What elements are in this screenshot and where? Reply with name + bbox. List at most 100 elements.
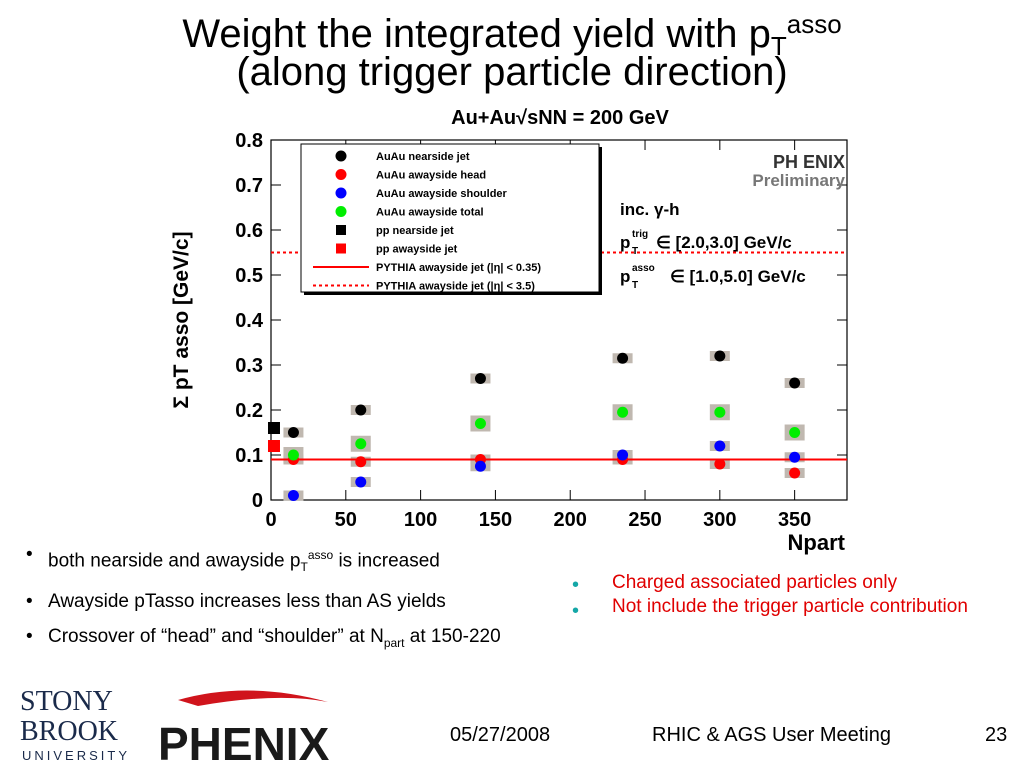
legend-label: PYTHIA awayside jet (|η| < 3.5) bbox=[376, 281, 535, 293]
legend-label: AuAu awayside head bbox=[376, 170, 486, 182]
data-point bbox=[789, 467, 801, 479]
data-point bbox=[617, 352, 629, 364]
bullet-2: Awayside pTasso increases less than AS y… bbox=[14, 589, 594, 615]
x-tick-label: 150 bbox=[479, 509, 512, 531]
annotation-inc: inc. γ-h bbox=[620, 200, 680, 219]
annotation-asso-sub: T bbox=[632, 280, 638, 291]
phenix-swoosh-icon bbox=[178, 690, 328, 706]
bullet-3-text: Crossover of “head” and “shoulder” at N bbox=[48, 626, 384, 648]
legend-label: AuAu awayside shoulder bbox=[376, 188, 508, 200]
y-tick-label: 0.6 bbox=[235, 220, 263, 242]
x-tick-label: 350 bbox=[778, 509, 811, 531]
slide-title-line1: Weight the integrated yield with pTasso bbox=[0, 2, 1024, 68]
data-point bbox=[267, 440, 280, 452]
data-point bbox=[789, 377, 801, 389]
annotation-trig-range: ∈ [2.0,3.0] GeV/c bbox=[656, 233, 792, 252]
phenix-logo: PHENIX bbox=[158, 690, 330, 766]
title-sup: asso bbox=[786, 9, 842, 39]
y-tick-label: 0.2 bbox=[235, 400, 263, 422]
bullet-1: both nearside and awayside pTasso is inc… bbox=[14, 542, 594, 580]
data-point bbox=[474, 373, 486, 384]
y-tick-label: 0.7 bbox=[235, 175, 263, 197]
x-axis-label: Npart bbox=[788, 530, 846, 555]
y-tick-label: 0.8 bbox=[235, 130, 263, 152]
data-point bbox=[714, 406, 726, 418]
note-2: Not include the trigger particle contrib… bbox=[612, 596, 968, 617]
x-tick-label: 250 bbox=[628, 509, 661, 531]
legend-marker bbox=[335, 206, 347, 217]
notes-box: Charged associated particles only Not in… bbox=[612, 572, 1012, 620]
data-point bbox=[355, 456, 367, 468]
data-point bbox=[287, 449, 299, 461]
data-point bbox=[714, 350, 726, 362]
teal-bullet-icon: • bbox=[572, 574, 580, 596]
legend-marker bbox=[336, 243, 346, 254]
data-point bbox=[474, 460, 486, 472]
x-tick-label: 300 bbox=[703, 509, 736, 531]
legend-label: pp nearside jet bbox=[376, 225, 454, 237]
bullet-1-tail: is increased bbox=[333, 550, 440, 572]
bullet-list: both nearside and awayside pTasso is inc… bbox=[14, 542, 594, 665]
logo-word-3: UNIVERSITY bbox=[22, 748, 130, 763]
x-tick-label: 50 bbox=[335, 509, 357, 531]
data-point bbox=[355, 476, 367, 488]
y-tick-label: 0.1 bbox=[235, 445, 263, 467]
teal-bullet-icon: • bbox=[572, 600, 580, 622]
logo-word-2: BROOK bbox=[20, 716, 118, 747]
x-tick-label: 0 bbox=[265, 509, 276, 531]
data-point bbox=[355, 438, 367, 450]
preliminary-label: Preliminary bbox=[752, 171, 845, 190]
legend-marker bbox=[335, 150, 347, 162]
phenix-wordmark: PHENIX bbox=[158, 718, 330, 766]
legend-label: pp awayside jet bbox=[376, 244, 458, 256]
bullet-2-text: Awayside pTasso increases less than AS y… bbox=[48, 591, 446, 613]
legend-marker bbox=[336, 225, 346, 235]
y-axis-label: Σ pT asso [GeV/c] bbox=[170, 231, 193, 408]
data-point bbox=[474, 418, 486, 429]
bullet-3-sub: part bbox=[383, 635, 405, 650]
title-text: Weight the integrated yield with p bbox=[182, 12, 771, 56]
y-tick-label: 0 bbox=[252, 490, 263, 512]
footer-event: RHIC & AGS User Meeting bbox=[652, 724, 891, 746]
annotation-asso-p: p bbox=[620, 267, 630, 286]
x-tick-label: 100 bbox=[404, 509, 437, 531]
data-point bbox=[714, 440, 726, 452]
annotation-asso-sup: asso bbox=[632, 263, 655, 274]
x-tick-label: 200 bbox=[554, 509, 587, 531]
legend-marker bbox=[335, 187, 347, 199]
experiment-label: PH ENIX bbox=[773, 152, 845, 172]
bullet-1-sub: T bbox=[300, 560, 308, 575]
footer-date: 05/27/2008 bbox=[450, 724, 551, 746]
footer-page: 23 bbox=[985, 724, 1008, 746]
data-point bbox=[617, 406, 629, 418]
legend-label: AuAu awayside total bbox=[376, 207, 484, 219]
chart-title: Au+Au√sNN = 200 GeV bbox=[451, 107, 669, 129]
bullet-3: Crossover of “head” and “shoulder” at Np… bbox=[14, 624, 594, 656]
note-1: Charged associated particles only bbox=[612, 572, 898, 593]
annotation-trig-sup: trig bbox=[632, 229, 648, 240]
title-sub: T bbox=[770, 31, 787, 61]
data-point bbox=[287, 427, 299, 438]
annotation-trig-p: p bbox=[620, 233, 630, 252]
bullet-1-text: both nearside and awayside p bbox=[48, 550, 301, 572]
legend-label: PYTHIA awayside jet (|η| < 0.35) bbox=[376, 262, 541, 274]
data-point bbox=[355, 404, 367, 416]
chart: Au+Au√sNN = 200 GeV 0 0.1 0.2 0.3 0.4 0.5 0.6 0.… bbox=[170, 107, 848, 555]
data-point bbox=[789, 451, 801, 463]
legend-marker bbox=[335, 169, 347, 180]
y-tick-label: 0.3 bbox=[235, 355, 263, 377]
data-point bbox=[287, 490, 299, 501]
y-tick-label: 0.4 bbox=[235, 310, 264, 332]
y-tick-label: 0.5 bbox=[235, 265, 263, 287]
stony-brook-logo: STONY BROOK UNIVERSITY bbox=[20, 686, 130, 763]
logo-word-1: STONY bbox=[20, 686, 113, 717]
data-point bbox=[789, 427, 801, 438]
legend-label: AuAu nearside jet bbox=[376, 151, 470, 163]
annotation-trig-sub: T bbox=[632, 246, 638, 257]
bullet-3-tail: at 150-220 bbox=[404, 626, 501, 648]
slide-title-line2: (along trigger particle direction) bbox=[236, 50, 788, 94]
data-point bbox=[617, 449, 629, 461]
data-point bbox=[714, 458, 726, 470]
data-point bbox=[267, 422, 280, 434]
bullet-1-sup: asso bbox=[307, 548, 334, 562]
